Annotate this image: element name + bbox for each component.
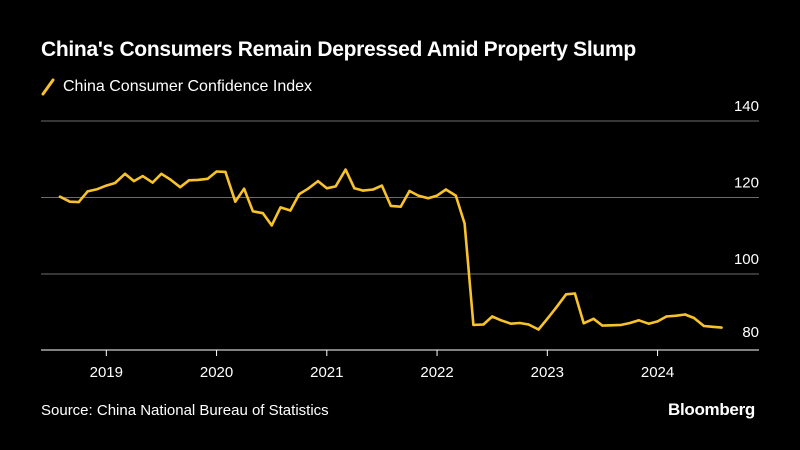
data-point bbox=[380, 184, 384, 187]
data-point bbox=[68, 200, 72, 203]
y-tick-label-140: 140 bbox=[734, 98, 759, 115]
data-point bbox=[123, 172, 127, 175]
data-point bbox=[656, 320, 659, 323]
data-point bbox=[353, 187, 356, 190]
data-point bbox=[298, 192, 301, 196]
data-point bbox=[711, 325, 714, 328]
data-point bbox=[692, 316, 696, 320]
data-point bbox=[279, 206, 282, 209]
data-point bbox=[113, 181, 117, 185]
data-point bbox=[554, 306, 558, 309]
data-point bbox=[427, 197, 430, 200]
data-point bbox=[306, 187, 310, 190]
data-point bbox=[435, 194, 439, 197]
x-tick-label-2021: 2021 bbox=[310, 364, 343, 381]
data-point bbox=[96, 187, 99, 191]
data-point bbox=[472, 323, 475, 327]
data-point bbox=[491, 315, 494, 318]
data-point bbox=[620, 323, 623, 327]
x-axis: 2019 2020 2021 2022 2023 2024 bbox=[41, 349, 759, 381]
x-tick-label-2019: 2019 bbox=[90, 364, 123, 381]
data-point bbox=[187, 179, 191, 182]
data-point bbox=[592, 317, 595, 320]
data-point bbox=[362, 189, 365, 192]
source-note: Source: China National Bureau of Statist… bbox=[41, 402, 329, 419]
data-point bbox=[325, 187, 328, 190]
data-point bbox=[546, 317, 549, 320]
data-point bbox=[344, 168, 347, 171]
legend: China Consumer Confidence Index bbox=[41, 76, 312, 98]
data-point bbox=[151, 181, 154, 184]
data-point bbox=[564, 293, 568, 296]
data-point bbox=[234, 200, 237, 203]
data-point bbox=[628, 321, 632, 325]
x-tick-label-2020: 2020 bbox=[200, 364, 233, 381]
data-point bbox=[482, 323, 485, 326]
data-point bbox=[527, 323, 530, 326]
data-point bbox=[86, 190, 89, 193]
data-point bbox=[389, 204, 392, 208]
data-point bbox=[601, 324, 604, 327]
x-tick-label-2024: 2024 bbox=[641, 364, 674, 381]
data-point bbox=[58, 195, 62, 198]
x-tick-label-2023: 2023 bbox=[531, 364, 564, 381]
y-tick-label-120: 120 bbox=[734, 175, 759, 192]
data-point bbox=[509, 322, 513, 325]
bloomberg-logo: Bloomberg bbox=[667, 400, 755, 419]
data-point bbox=[720, 326, 723, 329]
legend-label: China Consumer Confidence Index bbox=[63, 78, 313, 95]
data-point bbox=[179, 186, 182, 189]
data-point bbox=[215, 170, 218, 173]
data-point bbox=[316, 179, 320, 183]
y-tick-label-80: 80 bbox=[742, 324, 759, 341]
gridlines bbox=[41, 120, 759, 275]
data-point bbox=[637, 319, 640, 322]
x-tick-label-2022: 2022 bbox=[420, 364, 453, 381]
data-point bbox=[399, 205, 402, 208]
data-point bbox=[334, 185, 337, 188]
data-point bbox=[105, 184, 108, 187]
data-point bbox=[454, 194, 457, 197]
data-point bbox=[289, 209, 292, 212]
data-point bbox=[132, 179, 136, 183]
data-point bbox=[683, 313, 687, 316]
data-point bbox=[169, 178, 172, 181]
data-point bbox=[261, 212, 265, 215]
legend-swatch-icon bbox=[41, 78, 55, 96]
data-point bbox=[77, 200, 80, 204]
data-point bbox=[675, 314, 678, 317]
y-tick-label-100: 100 bbox=[734, 251, 759, 268]
data-point bbox=[251, 210, 255, 213]
data-point bbox=[702, 324, 706, 328]
data-point bbox=[408, 189, 411, 193]
data-point bbox=[665, 315, 668, 318]
data-point bbox=[463, 222, 466, 225]
chart-title: China's Consumers Remain Depressed Amid … bbox=[41, 38, 636, 61]
series-group bbox=[58, 168, 723, 331]
series-line-0 bbox=[58, 168, 723, 331]
data-point bbox=[518, 321, 521, 325]
y-axis-labels: 80 100 120 140 bbox=[734, 98, 759, 341]
data-point bbox=[371, 188, 375, 191]
data-point bbox=[417, 194, 420, 197]
data-point bbox=[196, 178, 199, 182]
data-point bbox=[270, 224, 273, 227]
data-point bbox=[224, 170, 227, 174]
data-point bbox=[444, 188, 448, 191]
data-point bbox=[582, 322, 585, 325]
data-point bbox=[537, 328, 540, 331]
data-point bbox=[647, 322, 650, 325]
data-point bbox=[206, 177, 209, 180]
data-point bbox=[499, 319, 503, 322]
data-point bbox=[160, 172, 163, 175]
data-point bbox=[141, 174, 144, 178]
data-point bbox=[573, 292, 577, 295]
data-point bbox=[242, 187, 246, 190]
data-point bbox=[610, 324, 613, 327]
